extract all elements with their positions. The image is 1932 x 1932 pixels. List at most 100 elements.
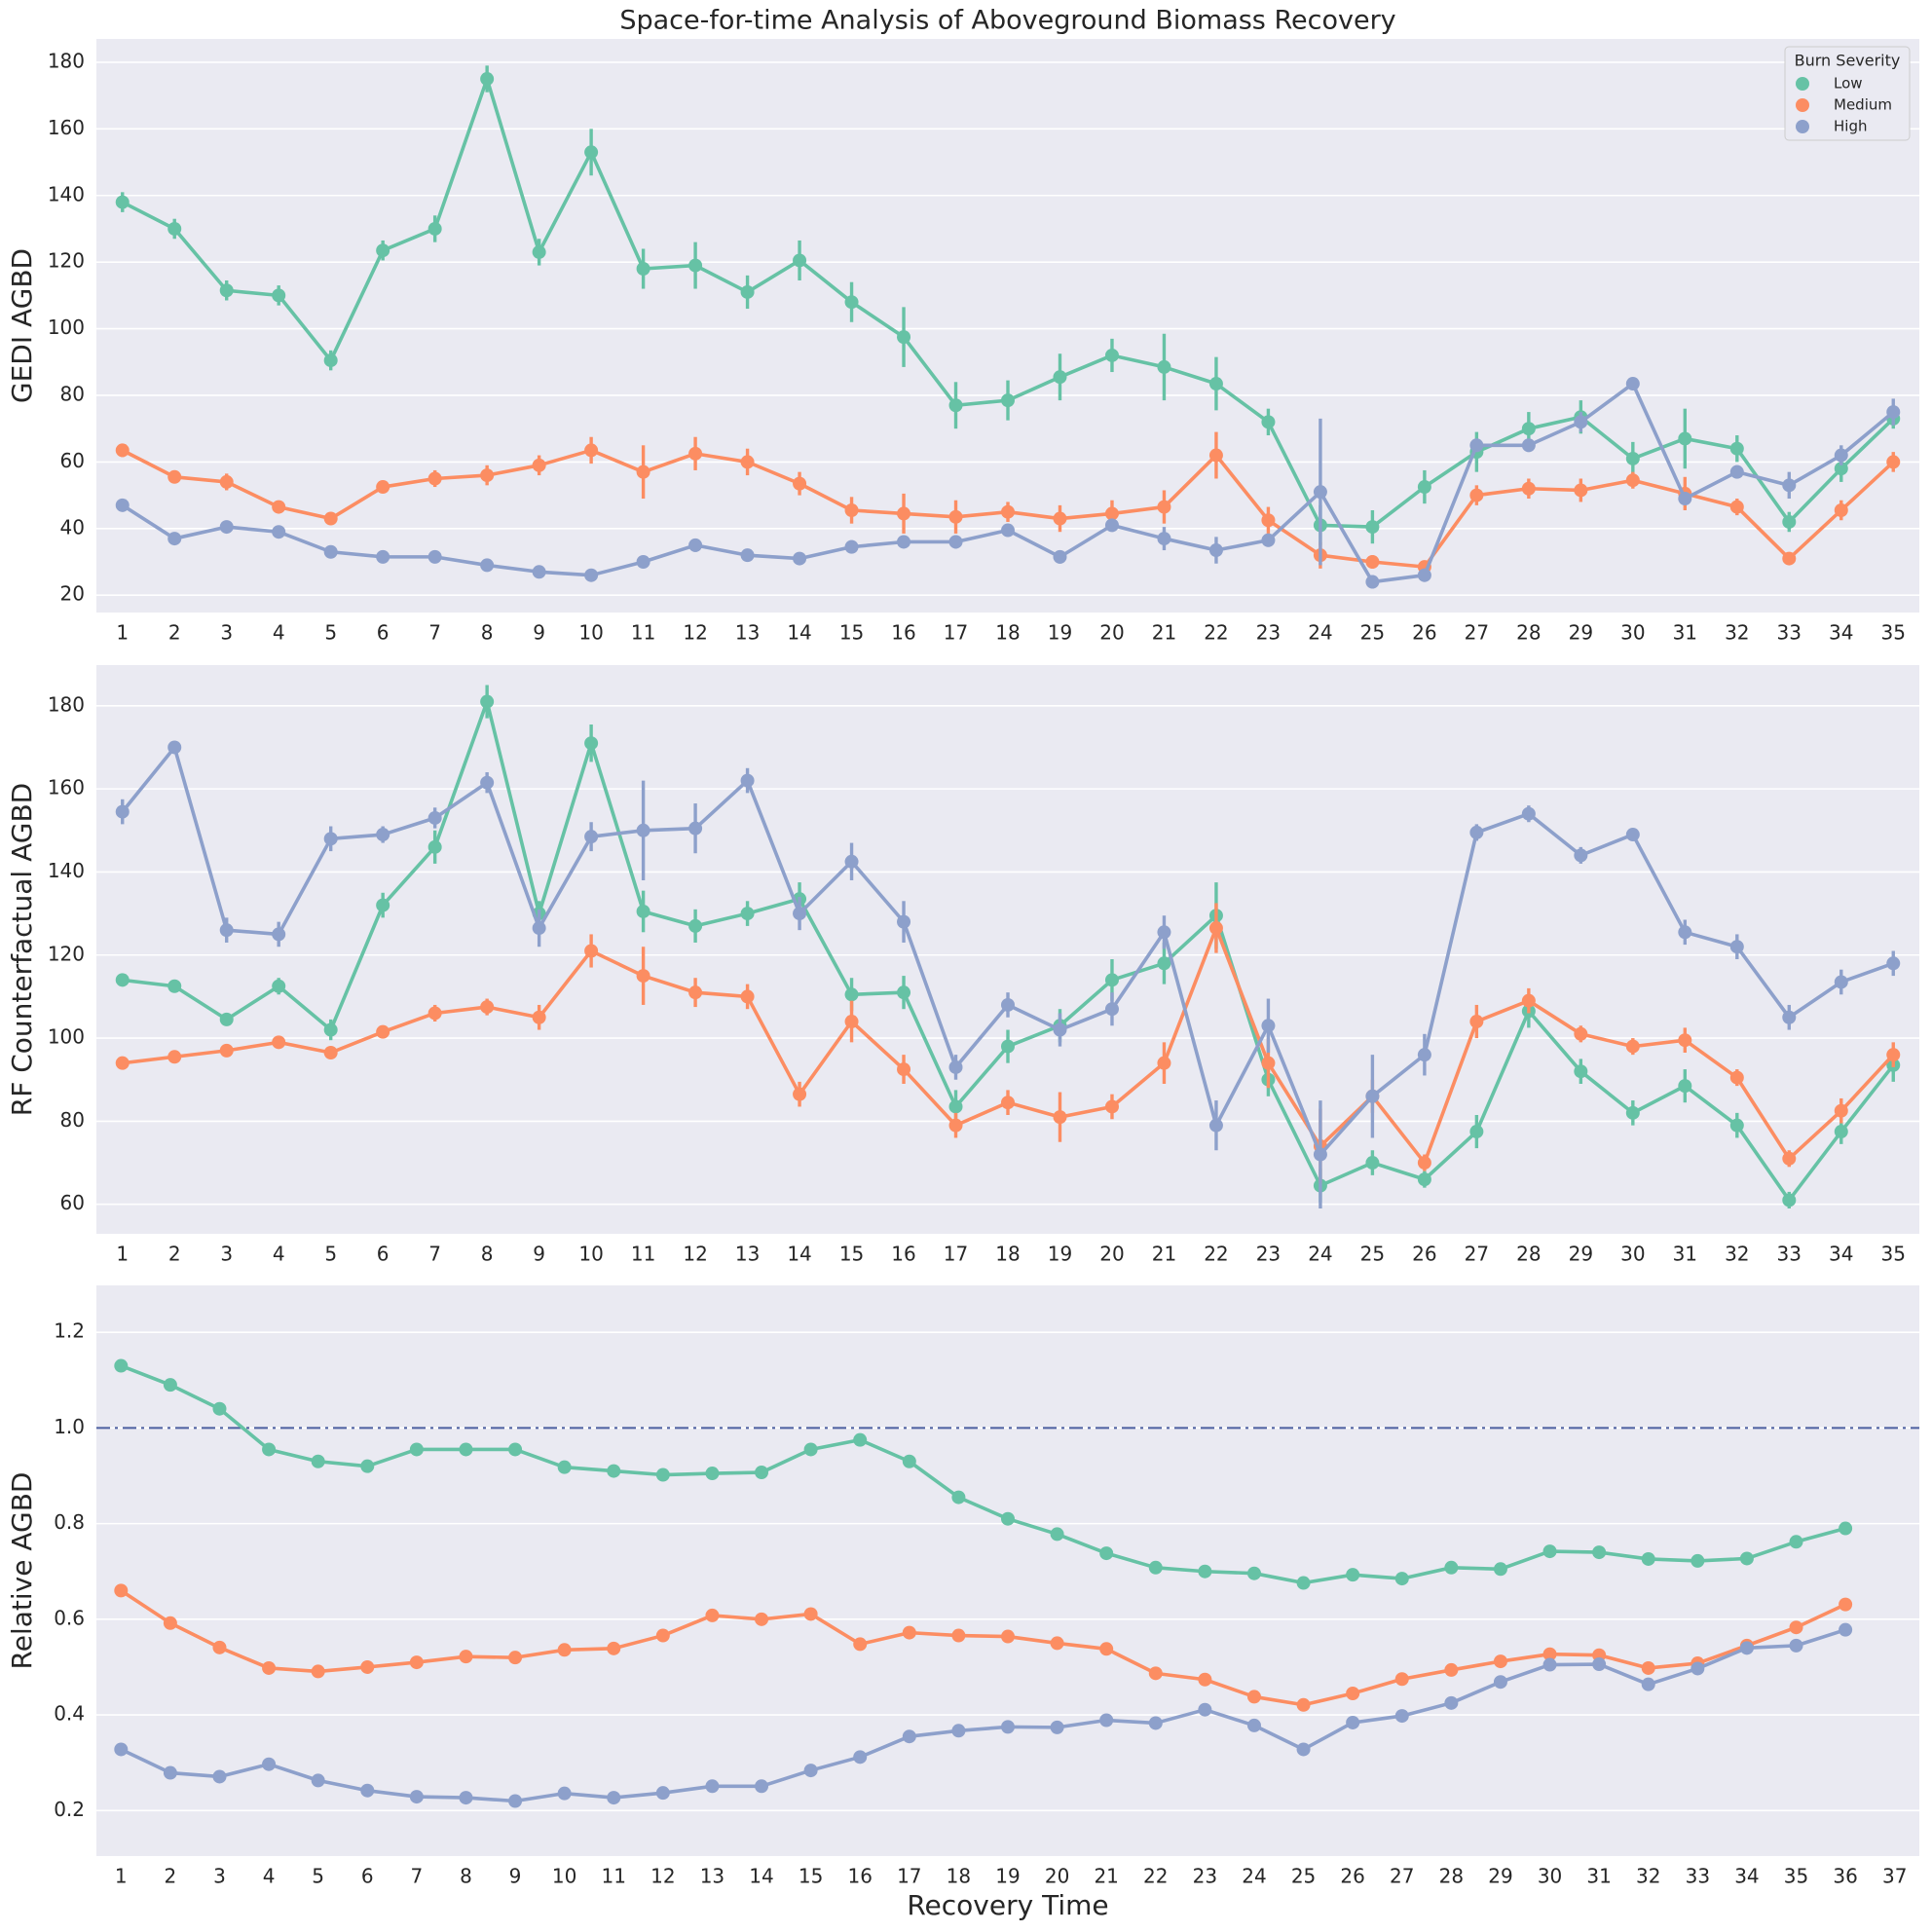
- point: [1261, 533, 1276, 547]
- point: [167, 1050, 182, 1064]
- point: [1296, 1576, 1311, 1590]
- point: [1001, 1511, 1015, 1526]
- legend-marker: [1796, 120, 1809, 133]
- point: [844, 295, 859, 310]
- x-tick-label: 11: [602, 1865, 626, 1888]
- point: [167, 740, 182, 755]
- x-tick-label: 13: [735, 621, 760, 645]
- point: [740, 284, 755, 299]
- point: [360, 1659, 375, 1674]
- point: [376, 898, 390, 912]
- point: [1261, 513, 1276, 528]
- point: [115, 195, 130, 209]
- x-tick-label: 3: [213, 1865, 226, 1888]
- x-tick-label: 3: [220, 1243, 233, 1266]
- x-tick-label: 12: [650, 1865, 675, 1888]
- point: [480, 468, 495, 483]
- point: [655, 1786, 670, 1801]
- y-tick-label: 140: [48, 182, 85, 205]
- x-tick-label: 2: [168, 1243, 181, 1266]
- point: [1365, 1156, 1380, 1170]
- point: [1574, 483, 1588, 498]
- point: [740, 548, 755, 563]
- point: [1641, 1677, 1655, 1691]
- point: [793, 1087, 807, 1101]
- point: [427, 549, 442, 564]
- point: [167, 469, 182, 484]
- point: [1678, 1033, 1692, 1048]
- point: [1729, 464, 1744, 479]
- point: [1198, 1702, 1212, 1717]
- point: [1469, 1125, 1484, 1139]
- point: [262, 1757, 277, 1771]
- point: [115, 443, 130, 458]
- point: [844, 539, 859, 554]
- x-tick-label: 21: [1094, 1865, 1118, 1888]
- x-tick-label: 33: [1777, 1243, 1802, 1266]
- point: [376, 1024, 390, 1039]
- x-tick-label: 13: [700, 1865, 724, 1888]
- point: [1296, 1742, 1311, 1757]
- point: [1148, 1716, 1163, 1730]
- point: [1104, 973, 1119, 987]
- x-tick-label: 14: [749, 1865, 773, 1888]
- point: [1625, 1105, 1640, 1120]
- x-tick-label: 18: [995, 621, 1020, 645]
- y-tick-label: 1.0: [54, 1415, 85, 1438]
- point: [115, 804, 130, 819]
- point: [1394, 1572, 1409, 1586]
- point: [1690, 1553, 1705, 1568]
- x-tick-label: 28: [1516, 621, 1541, 645]
- x-tick-label: 26: [1340, 1865, 1364, 1888]
- point: [163, 1378, 177, 1393]
- x-tick-label: 20: [1045, 1865, 1069, 1888]
- point: [1789, 1638, 1803, 1653]
- point: [1592, 1545, 1607, 1560]
- y-tick-label: 0.2: [54, 1798, 85, 1821]
- point: [360, 1459, 375, 1473]
- x-tick-label: 6: [377, 621, 390, 645]
- point: [1493, 1675, 1507, 1690]
- point: [844, 987, 859, 1002]
- point: [1104, 506, 1119, 521]
- x-tick-label: 12: [683, 1243, 707, 1266]
- point: [853, 1432, 868, 1447]
- plot-background: [96, 665, 1919, 1234]
- point: [1365, 555, 1380, 570]
- point: [1625, 451, 1640, 465]
- point: [1346, 1715, 1360, 1729]
- point: [1469, 438, 1484, 453]
- x-tick-label: 24: [1242, 1865, 1266, 1888]
- point: [262, 1442, 277, 1457]
- point: [376, 549, 390, 564]
- point: [755, 1779, 769, 1794]
- point: [584, 568, 599, 582]
- point: [1053, 1110, 1067, 1125]
- point: [1782, 551, 1797, 566]
- point: [1104, 518, 1119, 533]
- x-tick-label: 30: [1620, 621, 1645, 645]
- point: [1417, 480, 1431, 495]
- point: [1313, 1147, 1327, 1162]
- legend-label: Medium: [1834, 96, 1892, 114]
- x-tick-label: 1: [116, 1243, 129, 1266]
- point: [532, 921, 546, 936]
- point: [803, 1442, 818, 1457]
- point: [1469, 488, 1484, 502]
- chart-title: Space-for-time Analysis of Aboveground B…: [619, 6, 1395, 36]
- point: [1625, 377, 1640, 391]
- point: [755, 1612, 769, 1626]
- point: [636, 555, 650, 570]
- x-tick-label: 11: [631, 621, 655, 645]
- x-tick-label: 4: [263, 1865, 276, 1888]
- point: [212, 1769, 227, 1784]
- point: [948, 1118, 963, 1133]
- point: [1678, 431, 1692, 446]
- point: [897, 914, 911, 929]
- point: [584, 443, 599, 458]
- point: [480, 72, 495, 87]
- y-tick-label: 180: [48, 49, 85, 72]
- point: [323, 1022, 338, 1037]
- y-tick-label: 80: [60, 382, 85, 405]
- point: [897, 535, 911, 549]
